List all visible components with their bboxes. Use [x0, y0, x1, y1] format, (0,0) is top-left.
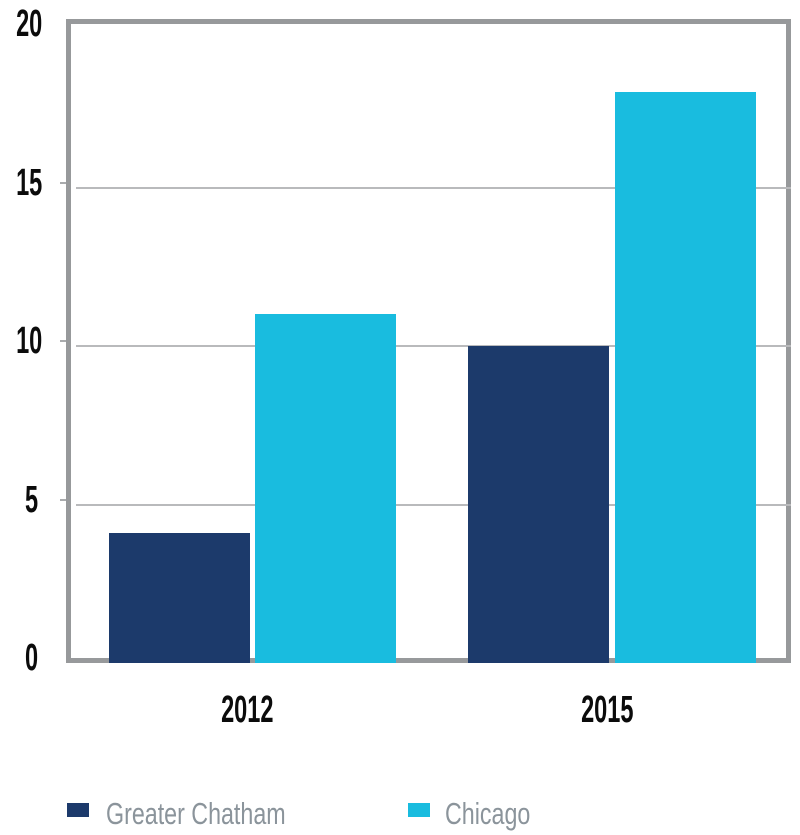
y-tick-label-15: 15 — [0, 163, 42, 203]
bar-chicago-2012 — [255, 314, 396, 663]
legend-swatch-chicago — [408, 803, 430, 817]
legend-item-greater-chatham: Greater Chatham — [67, 796, 347, 832]
y-tick-label-text: 5 — [24, 478, 38, 521]
y-tick-label-text: 0 — [24, 637, 38, 679]
y-tick-label-text: 15 — [16, 161, 43, 204]
gridline-15 — [76, 186, 791, 189]
y-tick-label-5: 5 — [0, 480, 38, 520]
gridline-5 — [76, 503, 791, 506]
x-axis-label-text: 2015 — [580, 689, 634, 731]
y-tick-label-20: 20 — [0, 4, 42, 44]
legend: Greater Chatham Chicago — [0, 796, 800, 832]
y-tick-label-text: 20 — [16, 3, 43, 45]
legend-label-greater-chatham: Greater Chatham — [106, 796, 346, 832]
legend-swatch-greater-chatham — [67, 803, 89, 817]
gridline-10 — [76, 345, 791, 347]
legend-label-text: Chicago — [445, 796, 531, 831]
bar-greater-chatham-2012 — [109, 533, 250, 663]
legend-label-chicago: Chicago — [445, 796, 559, 832]
plot-area — [66, 19, 791, 663]
y-tick-mark-5 — [60, 498, 66, 501]
x-axis-label-2012: 2012 — [147, 688, 347, 732]
y-tick-mark-15 — [60, 181, 66, 184]
x-axis-label-2015: 2015 — [507, 688, 707, 732]
y-tick-mark-10 — [60, 340, 66, 342]
y-tick-label-10: 10 — [0, 321, 42, 361]
bar-greater-chatham-2015 — [468, 346, 609, 663]
y-tick-label-0: 0 — [0, 638, 38, 678]
legend-item-chicago: Chicago — [408, 796, 608, 832]
x-axis-label-text: 2012 — [220, 689, 274, 731]
plot-inner-area — [76, 29, 791, 663]
legend-label-text: Greater Chatham — [106, 796, 286, 831]
bar-chicago-2015 — [615, 92, 756, 663]
y-tick-label-text: 10 — [16, 320, 43, 362]
